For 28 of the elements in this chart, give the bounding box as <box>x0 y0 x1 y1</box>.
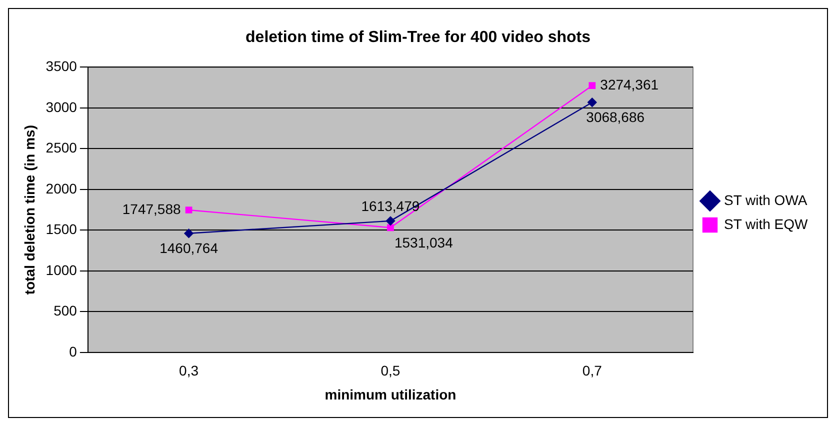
x-tick-label: 0,3 <box>179 362 199 379</box>
point <box>184 228 194 238</box>
y-tick-label: 500 <box>54 302 78 319</box>
point <box>588 82 596 90</box>
point <box>588 98 597 107</box>
y-tick-label: 2000 <box>46 180 78 196</box>
y-tick-label: 3500 <box>46 58 78 74</box>
data-label: 1460,764 <box>160 240 218 256</box>
data-label: 1531,034 <box>394 234 454 250</box>
point <box>185 206 192 214</box>
y-tick-label: 1500 <box>46 221 78 238</box>
point <box>386 216 396 226</box>
chart-title: deletion time of Slim-Tree for 400 video shots <box>246 29 591 46</box>
x-axis-title: minimum utilization <box>324 386 456 402</box>
legend-label: ST with OWA <box>724 192 808 208</box>
y-tick-label: 1000 <box>46 262 78 278</box>
y-tick-label: 2500 <box>46 140 78 156</box>
y-tick-label: 3000 <box>46 98 78 115</box>
x-tick-label: 0,5 <box>380 362 400 379</box>
data-label: 3274,361 <box>600 76 659 92</box>
legend-label: ST with EQW <box>724 216 809 232</box>
x-tick-label: 0,7 <box>582 362 602 379</box>
point <box>387 224 394 232</box>
y-axis-title: total deletion time (in ms) <box>21 125 38 295</box>
data-label: 1613,479 <box>361 198 420 214</box>
data-label: 3068,686 <box>586 109 645 126</box>
y-tick-label: 0 <box>69 343 78 360</box>
data-label: 1747,588 <box>122 200 181 217</box>
